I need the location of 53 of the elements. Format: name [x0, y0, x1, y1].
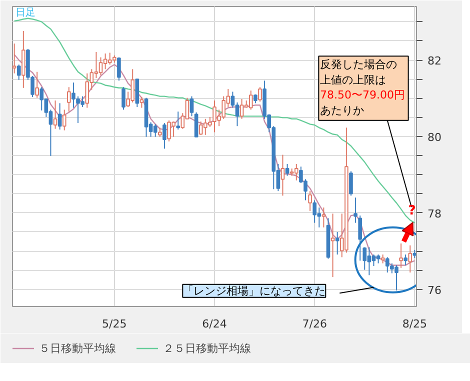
y-tick-label: 80 — [428, 130, 442, 144]
candlestick — [158, 127, 162, 138]
annotation: 日足 — [16, 7, 36, 18]
candlestick — [194, 112, 198, 138]
candlestick — [62, 109, 66, 131]
candlestick — [35, 71, 39, 98]
candlestick — [349, 170, 353, 196]
candlestick — [140, 96, 144, 108]
annotation: 上値の上限は — [320, 73, 386, 86]
candlestick — [190, 96, 194, 117]
candlestick — [335, 231, 340, 256]
candlestick — [354, 197, 358, 224]
annotation: あたりか — [320, 104, 364, 117]
legend-label: ５日移動平均線 — [39, 340, 116, 356]
candlestick — [153, 124, 158, 138]
x-tick-label: 8/25 — [402, 318, 428, 330]
candlestick — [399, 242, 403, 268]
candlestick — [162, 122, 166, 150]
candlestick — [40, 86, 44, 111]
candlestick — [53, 100, 58, 130]
candlestick — [322, 207, 326, 228]
candlestick — [280, 154, 285, 196]
candlestick — [12, 43, 16, 74]
candlestick — [408, 244, 412, 273]
annotation: ? — [408, 204, 416, 219]
candlestick — [404, 254, 408, 266]
candlestick — [258, 86, 262, 102]
y-tick-label: 82 — [428, 54, 442, 68]
candlestick — [285, 163, 290, 176]
candlestick — [308, 190, 312, 212]
candlestick — [358, 215, 362, 262]
annotation: 78.50〜79.00円 — [320, 88, 406, 102]
legend-label: ２５日移動平均線 — [163, 340, 251, 356]
candlestick — [372, 254, 376, 266]
candlestick — [117, 56, 121, 82]
candlestick — [248, 90, 253, 110]
candlestick — [330, 213, 335, 278]
candlestick — [98, 56, 103, 76]
candlestick — [67, 86, 71, 112]
candlestick — [58, 102, 62, 130]
y-tick-label: 76 — [428, 284, 442, 297]
x-tick-label: 6/24 — [202, 318, 227, 330]
candlestick — [16, 64, 21, 80]
candlestick — [176, 111, 180, 130]
y-tick-label: 78 — [428, 207, 442, 220]
candlestick — [85, 72, 90, 108]
annotation: 「レンジ相場」になってきた — [182, 284, 326, 298]
candlestick — [122, 86, 126, 110]
candlestick — [294, 163, 298, 181]
annotation: 反発した場合の — [320, 58, 398, 72]
candlestick — [362, 246, 367, 270]
x-tick-label: 5/25 — [102, 318, 127, 330]
x-tick-label: 7/26 — [302, 318, 327, 330]
